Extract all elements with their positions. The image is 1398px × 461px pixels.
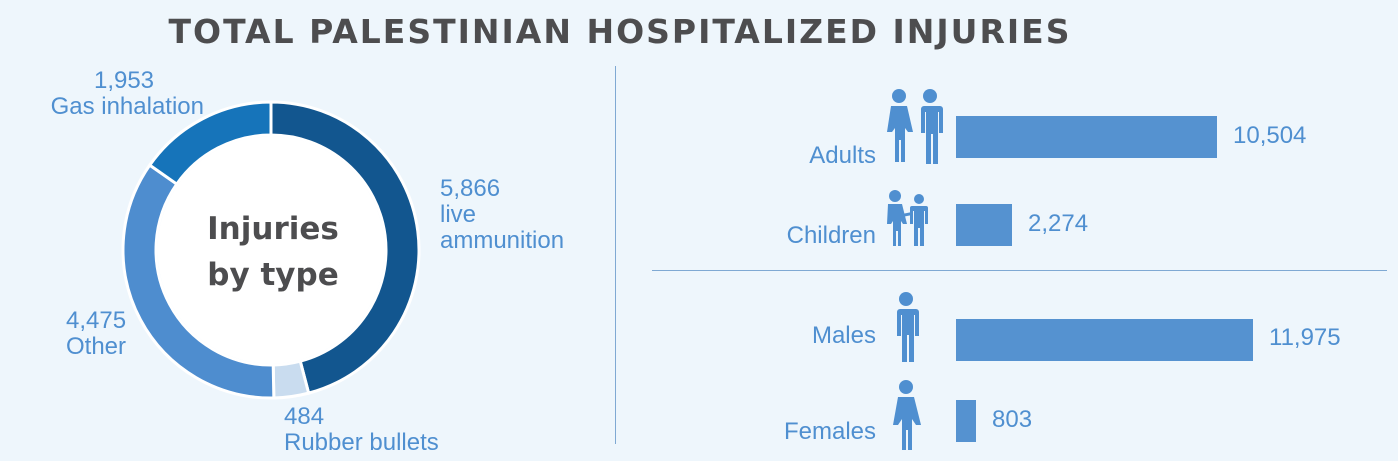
slice-value-live-ammunition: 5,866: [440, 175, 501, 202]
category-label-adults: Adults: [809, 142, 876, 169]
donut-slice-gas-inhalation: [147, 100, 273, 187]
bar-females: [956, 400, 976, 442]
donut-center-line2: by type: [207, 257, 339, 293]
slice-value-rubber-bullets: 484: [284, 403, 325, 430]
vertical-divider: [615, 66, 616, 444]
category-label-males: Males: [811, 322, 876, 349]
bar-children: [956, 204, 1012, 246]
slice-name-other: Other: [66, 333, 127, 360]
value-label-females: 803: [992, 406, 1033, 433]
value-label-children: 2,274: [1028, 210, 1089, 237]
male-person-icon: [896, 292, 919, 362]
slice-name-live-ammunition: live ammunition: [440, 201, 565, 254]
slice-value-gas-inhalation: 1,953: [93, 67, 155, 94]
slice-label-rubber-bullets: 484 Rubber bullets: [284, 404, 439, 456]
horizontal-divider: [652, 270, 1387, 271]
donut-center-line1: Injuries: [207, 211, 339, 247]
slice-label-live-ammunition: 5,866 live ammunition: [440, 176, 580, 254]
donut-hole: [157, 136, 385, 364]
donut-center-label: Injuries by type: [196, 206, 350, 298]
slice-name-gas-inhalation: Gas inhalation: [50, 93, 204, 120]
female-person-icon: [893, 380, 921, 450]
bar-males: [956, 319, 1253, 361]
adults-couple-icon: [887, 89, 943, 164]
slice-name-rubber-bullets: Rubber bullets: [284, 429, 439, 456]
value-label-males: 11,975: [1269, 324, 1341, 351]
slice-label-other: 4,475 Other: [66, 308, 126, 360]
category-label-children: Children: [786, 222, 876, 249]
donut-slice-live-ammunition: [269, 100, 421, 395]
slice-label-gas-inhalation: 1,953 Gas inhalation: [44, 68, 204, 120]
category-label-females: Females: [783, 418, 876, 445]
value-label-adults: 10,504: [1233, 122, 1307, 149]
chart-title: TOTAL PALESTINIAN HOSPITALIZED INJURIES: [168, 12, 1072, 51]
slice-value-other: 4,475: [66, 307, 127, 334]
donut-chart: [121, 100, 421, 400]
children-pair-icon: [887, 190, 928, 246]
bar-adults: [956, 116, 1217, 158]
